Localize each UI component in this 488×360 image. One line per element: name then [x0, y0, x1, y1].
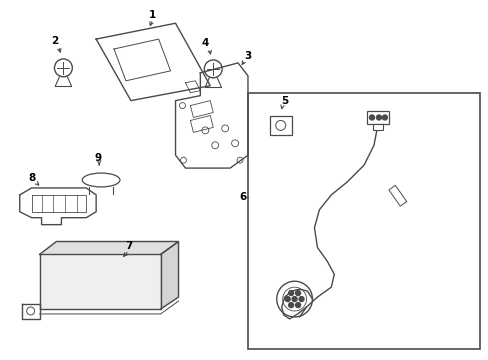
- Polygon shape: [161, 242, 178, 309]
- Text: 5: 5: [281, 96, 288, 105]
- Text: 2: 2: [51, 36, 58, 46]
- Ellipse shape: [82, 173, 120, 187]
- Text: 3: 3: [244, 51, 251, 61]
- Circle shape: [295, 303, 300, 307]
- Circle shape: [291, 297, 297, 302]
- Text: 4: 4: [201, 38, 208, 48]
- Polygon shape: [40, 242, 178, 255]
- Text: 8: 8: [28, 173, 35, 183]
- Circle shape: [376, 115, 381, 120]
- Bar: [366, 111, 388, 125]
- Text: 9: 9: [94, 153, 102, 163]
- Circle shape: [288, 291, 293, 296]
- Text: 1: 1: [149, 10, 156, 20]
- Polygon shape: [40, 255, 161, 309]
- Bar: [388, 185, 406, 206]
- Circle shape: [295, 291, 300, 296]
- Circle shape: [285, 297, 289, 302]
- Bar: [372, 125, 382, 130]
- Circle shape: [382, 115, 386, 120]
- Text: 6: 6: [239, 192, 246, 202]
- Text: 7: 7: [125, 242, 132, 252]
- Bar: [269, 116, 291, 135]
- Circle shape: [288, 303, 293, 307]
- Circle shape: [369, 115, 374, 120]
- Bar: [247, 93, 479, 349]
- Circle shape: [299, 297, 304, 302]
